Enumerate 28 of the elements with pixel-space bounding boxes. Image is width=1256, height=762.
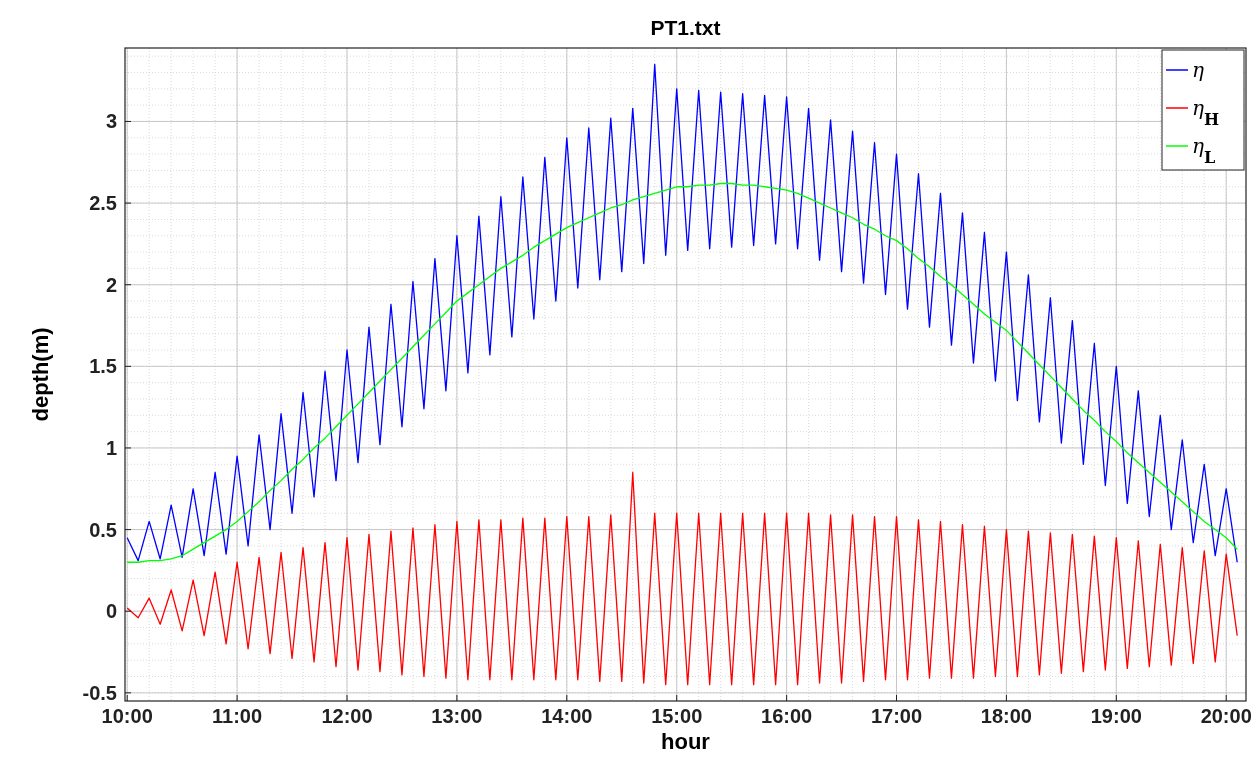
line-series (126, 182, 1238, 563)
x-tick-label: 10:00 (101, 705, 153, 727)
x-tick-label: 12:00 (321, 705, 373, 727)
y-tick-label: 0.5 (89, 518, 117, 541)
legend-label: η$_{L}$ (1192, 134, 1216, 167)
x-tick-label: 13:00 (431, 705, 483, 727)
x-tick-label: 17:00 (870, 705, 923, 727)
y-tick-label: -0.5 (82, 681, 117, 704)
y-tick-label: 0 (105, 600, 117, 623)
y-tick-label: 1 (105, 436, 117, 459)
x-tick-label: 11:00 (212, 705, 263, 727)
x-tick-label: 18:00 (980, 705, 1032, 727)
y-tick-label: 2 (105, 273, 117, 296)
x-tick-label: 19:00 (1090, 705, 1142, 727)
chart-title: PT1.txt (650, 16, 721, 39)
x-tick-label: 14:00 (541, 705, 593, 727)
y-axis-title: depth(m) (28, 327, 53, 422)
y-tick-label: 2.5 (89, 192, 117, 215)
x-axis-title: hour (661, 729, 711, 754)
x-tick-label: 16:00 (761, 705, 813, 727)
legend-label: η (1192, 58, 1204, 82)
y-tick-label: 3 (105, 110, 117, 133)
x-tick-label: 15:00 (651, 705, 703, 727)
y-tick-label: 1.5 (89, 355, 117, 378)
line-series (126, 471, 1238, 686)
legend-label: η$_{H}$ (1192, 96, 1220, 129)
line-series (126, 63, 1238, 563)
x-tick-label: 20:00 (1200, 705, 1252, 727)
